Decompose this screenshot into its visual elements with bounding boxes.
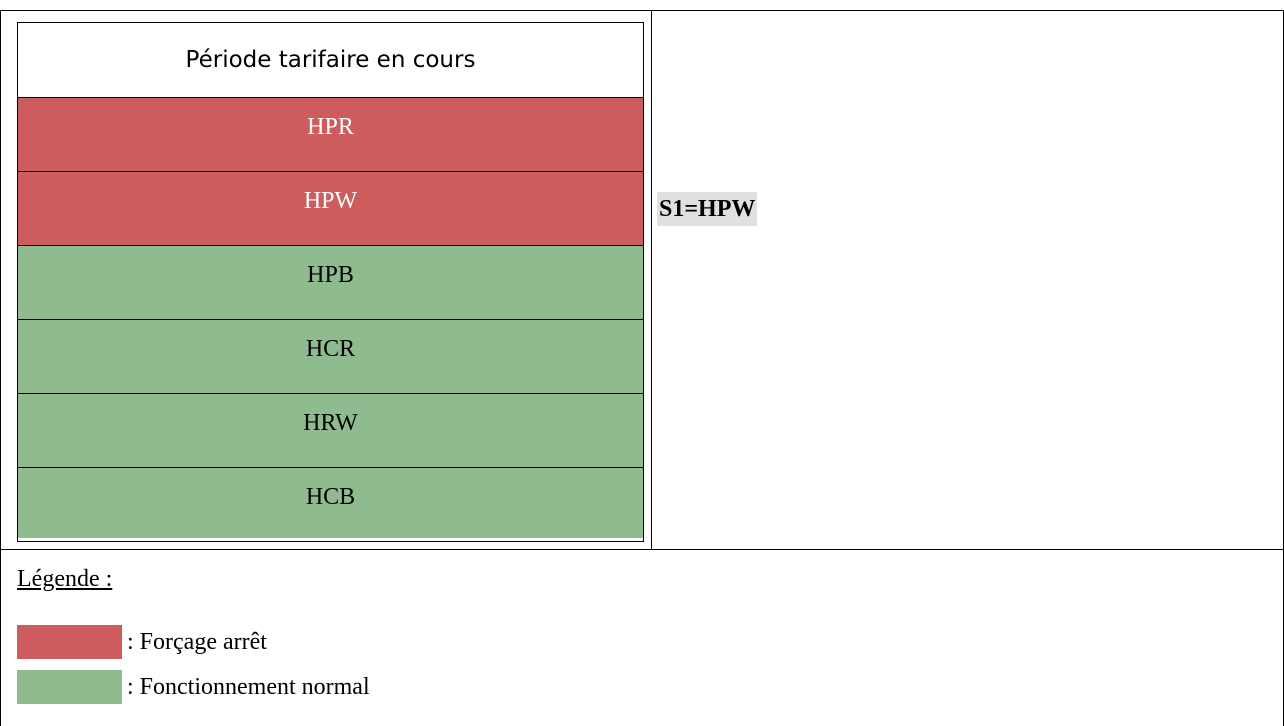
tariff-row: HPW: [18, 171, 643, 245]
tariff-row: HRW: [18, 393, 643, 467]
legend-title: Légende :: [17, 566, 113, 592]
tariff-row: HCR: [18, 319, 643, 393]
table-header: Période tarifaire en cours: [185, 47, 476, 73]
tariff-row: HCB: [18, 467, 643, 538]
tariff-table: Période tarifaire en cours HPR HPW HPB HCR H…: [17, 22, 644, 542]
tariff-row: HPB: [18, 245, 643, 319]
status-label: S1=HPW: [657, 192, 758, 226]
row-divider: [0, 549, 1284, 550]
legend-label: : Forçage arrêt: [127, 629, 267, 655]
column-divider: [651, 10, 652, 550]
legend-swatch: [17, 625, 122, 659]
tariff-row: HPR: [18, 97, 643, 171]
legend-swatch: [17, 670, 122, 704]
legend-label: : Fonctionnement normal: [127, 674, 370, 700]
